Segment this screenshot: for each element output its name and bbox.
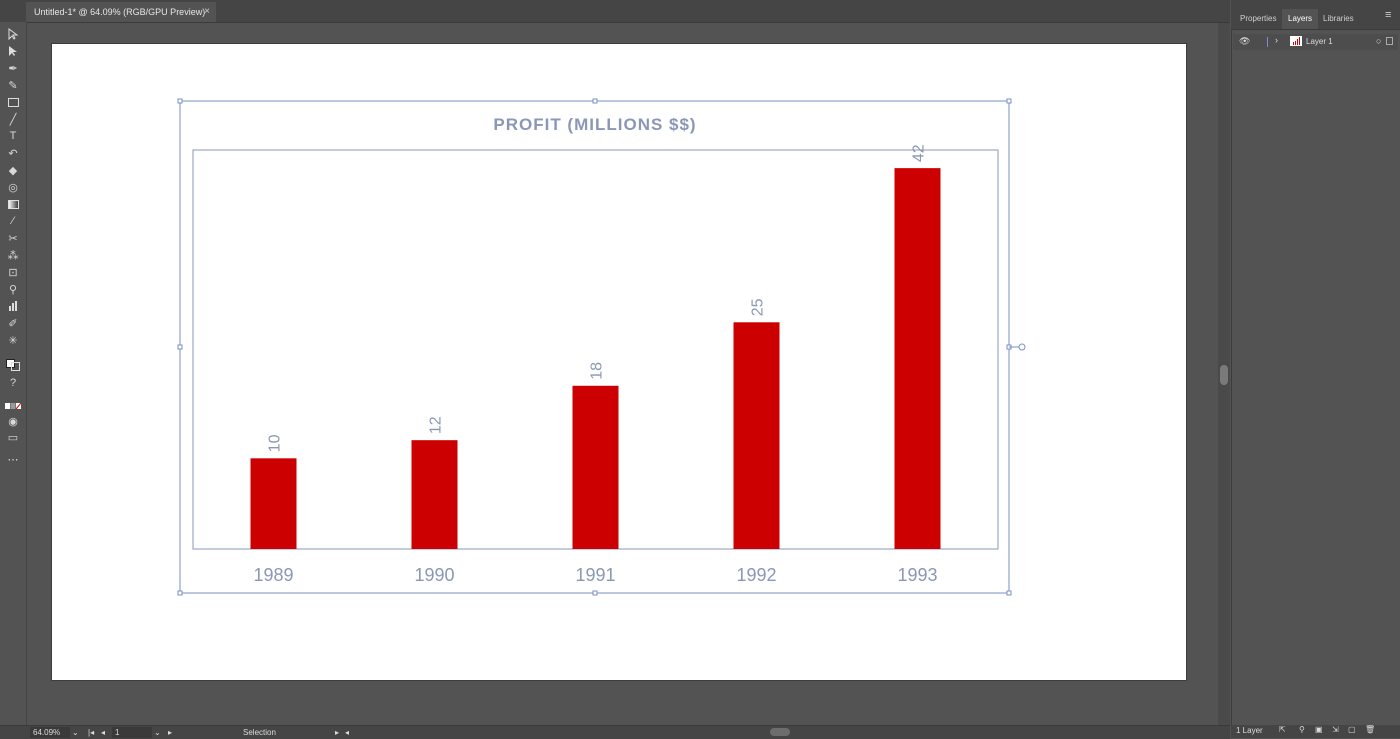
status-bar: 64.09% ⌄ |◂ ◂ 1 ⌄ ▸ Selection ▸ ◂ [0, 725, 1230, 739]
chevron-down-icon[interactable]: ⌄ [154, 728, 161, 737]
paintbrush-tool-icon[interactable]: ╱ [9, 113, 17, 126]
vertical-scroll-thumb[interactable] [1220, 365, 1228, 385]
layer-name[interactable]: Layer 1 [1306, 37, 1333, 46]
tools-panel: ✒ ✎ ╱ T ↶ ◆ ◎ ⁄ ✂ ⁂ ⊡ ⚲ ✐ ✳ ? ◉ ▭ ⋯ [0, 22, 27, 725]
rectangle-tool-icon[interactable] [5, 95, 21, 109]
tab-properties[interactable]: Properties [1240, 14, 1277, 23]
gradient-tool-icon[interactable] [5, 197, 21, 211]
bar-1993 [894, 168, 941, 549]
layer-row[interactable]: 👁 › Layer 1 ○ [1233, 34, 1398, 50]
new-layer-icon[interactable]: ▢ [1348, 725, 1356, 734]
draw-mode-icon[interactable]: ◉ [8, 415, 18, 428]
selection-indicator-icon[interactable] [1386, 37, 1393, 45]
value-label-1993: 42 [911, 144, 928, 162]
pencil-tool-icon[interactable]: ✐ [8, 317, 18, 330]
tab-layers[interactable]: Layers [1282, 9, 1319, 29]
handle-top-right [1006, 98, 1012, 104]
document-tab[interactable]: Untitled-1* @ 64.09% (RGB/GPU Preview) × [26, 2, 216, 22]
bars: 10 1989 12 1990 18 1991 25 1992 42 1993 [250, 144, 941, 585]
eye-icon[interactable]: 👁 [1239, 36, 1251, 46]
bar-1990 [411, 440, 458, 549]
chart-title: PROFIT (MILLIONS $$) [493, 115, 696, 134]
document-tab-title: Untitled-1* @ 64.09% (RGB/GPU Preview) [34, 7, 206, 17]
graph-object[interactable]: PROFIT (MILLIONS $$) 10 1989 12 1990 18 1991 2… [170, 95, 1040, 603]
previous-artboard-icon[interactable]: ◂ [101, 728, 106, 737]
screen-mode-icon[interactable]: ▭ [7, 431, 19, 444]
selection-tool-icon[interactable] [5, 27, 21, 41]
zoom-field[interactable]: 64.09% [30, 727, 70, 738]
value-label-1990: 12 [428, 416, 445, 434]
fill-stroke-icon[interactable] [5, 358, 21, 372]
eyedropper-tool-icon[interactable]: ⁄ [12, 215, 14, 227]
direct-selection-tool-icon[interactable] [5, 44, 21, 58]
clipping-mask-icon[interactable]: ▣ [1315, 725, 1323, 734]
delete-icon[interactable]: 🗑 [1365, 725, 1376, 734]
type-tool-icon[interactable]: T [9, 130, 17, 142]
bar-1989 [250, 458, 297, 549]
chevron-down-icon[interactable]: ⌄ [72, 728, 79, 737]
shape-builder-tool-icon[interactable]: ◎ [8, 181, 18, 194]
search-icon[interactable]: ⚲ [1299, 725, 1305, 734]
horizontal-scroll-thumb[interactable] [770, 728, 790, 736]
close-tab-button[interactable]: × [204, 6, 210, 17]
layer-thumbnail [1290, 36, 1302, 46]
handle-top-left [177, 98, 183, 104]
first-artboard-icon[interactable]: |◂ [88, 728, 95, 737]
panel-menu-icon[interactable]: ≡ [1385, 9, 1392, 21]
panel-footer: 1 Layer ⇱ ⚲ ▣ ⇲ ▢ 🗑 [1231, 725, 1400, 738]
help-icon[interactable]: ? [9, 377, 17, 389]
bar-1992 [733, 322, 780, 549]
value-label-1992: 25 [750, 298, 767, 316]
symbol-sprayer-tool-icon[interactable]: ⁂ [7, 249, 19, 262]
artboard-tool-icon[interactable]: ⊡ [8, 266, 18, 279]
next-artboard-icon[interactable]: ▸ [168, 728, 173, 737]
graph-tool-icon[interactable] [5, 299, 21, 313]
rotate-tool-icon[interactable]: ↶ [8, 147, 18, 160]
zoom-tool-icon[interactable]: ⚲ [8, 283, 18, 296]
document-tab-bar: Untitled-1* @ 64.09% (RGB/GPU Preview) × [0, 0, 1230, 23]
color-mode-icon[interactable] [5, 399, 21, 413]
value-label-1991: 18 [589, 362, 606, 380]
category-label-1992: 1992 [736, 565, 776, 585]
category-label-1990: 1990 [414, 565, 454, 585]
scroll-left-arrow-icon[interactable]: ◂ [345, 728, 350, 737]
pen-tool-icon[interactable]: ✒ [8, 62, 18, 75]
category-label-1991: 1991 [575, 565, 615, 585]
handle-middle-left [177, 344, 183, 350]
chevron-right-icon[interactable]: › [1275, 35, 1278, 45]
layers-panel [1231, 0, 1400, 738]
blend-tool-icon[interactable]: ✂ [8, 232, 18, 245]
tab-libraries[interactable]: Libraries [1323, 14, 1354, 23]
handle-bottom-left [177, 590, 183, 596]
category-label-1993: 1993 [897, 565, 937, 585]
target-icon[interactable]: ○ [1376, 36, 1382, 46]
panel-tabs: Properties Layers Libraries ≡ [1231, 0, 1400, 30]
export-icon[interactable]: ⇱ [1279, 725, 1286, 734]
layer-count: 1 Layer [1236, 726, 1263, 735]
handle-bottom-right [1006, 590, 1012, 596]
value-label-1989: 10 [267, 434, 284, 452]
curvature-tool-icon[interactable]: ✎ [8, 79, 18, 92]
artboard-number-field[interactable]: 1 [112, 727, 152, 738]
new-sublayer-icon[interactable]: ⇲ [1332, 725, 1339, 734]
bar-1991 [572, 385, 619, 549]
handle-bottom-center [592, 590, 598, 596]
category-label-1989: 1989 [253, 565, 293, 585]
eraser-tool-icon[interactable]: ◆ [8, 164, 18, 177]
rotate-handle [1018, 343, 1026, 351]
handle-top-center [592, 98, 598, 104]
puppet-warp-tool-icon[interactable]: ✳ [8, 334, 18, 347]
status-menu-arrow-icon[interactable]: ▸ [335, 728, 340, 737]
current-tool-label: Selection [243, 728, 276, 737]
layer-color-strip [1267, 37, 1268, 47]
more-tools-icon[interactable]: ⋯ [7, 453, 19, 466]
